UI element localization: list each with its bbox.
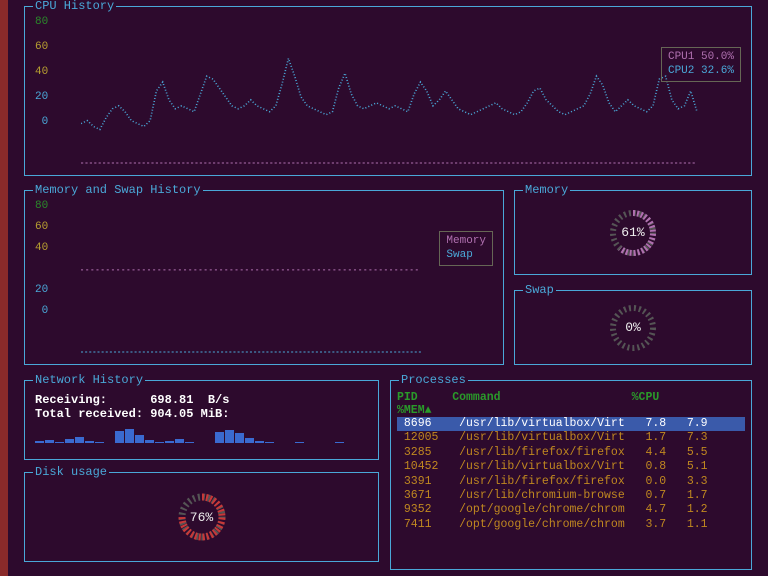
net-total-label: Total received: bbox=[35, 407, 143, 421]
cpu1-label: CPU1 bbox=[668, 51, 694, 63]
mem-y-axis: 806040 20 0 bbox=[35, 201, 48, 317]
memory-legend-label: Memory bbox=[446, 234, 486, 248]
cpu-y-axis: 80604020 0 bbox=[35, 17, 48, 128]
processes-title: Processes bbox=[399, 373, 468, 387]
cpu-history-panel: CPU History 80604020 0 CPU1 50.0% CPU2 3… bbox=[24, 6, 752, 176]
process-sort[interactable]: %MEM▲ bbox=[397, 404, 745, 417]
memswap-legend: Memory Swap bbox=[439, 231, 493, 266]
swap-legend-label: Swap bbox=[446, 248, 486, 262]
cpu2-value: 32.6% bbox=[701, 65, 734, 77]
memory-history-title: Memory and Swap History bbox=[33, 183, 203, 197]
cpu-history-title: CPU History bbox=[33, 0, 116, 13]
process-row[interactable]: 9352 /opt/google/chrome/chrom 4.7 1.2 bbox=[397, 503, 745, 517]
network-history-panel: Network History Receiving: 698.81 B/s To… bbox=[24, 380, 379, 460]
process-row[interactable]: 7411 /opt/google/chrome/chrom 3.7 1.1 bbox=[397, 518, 745, 532]
network-history-title: Network History bbox=[33, 373, 145, 387]
swap-gauge-percent: 0% bbox=[625, 320, 641, 335]
process-row[interactable]: 12005 /usr/lib/virtualbox/Virt 1.7 7.3 bbox=[397, 431, 745, 445]
process-row[interactable]: 10452 /usr/lib/virtualbox/Virt 0.8 5.1 bbox=[397, 460, 745, 474]
process-row[interactable]: 3671 /usr/lib/chromium-browse 0.7 1.7 bbox=[397, 489, 745, 503]
cpu-chart bbox=[81, 17, 741, 165]
process-row[interactable]: 3391 /usr/lib/firefox/firefox 0.0 3.3 bbox=[397, 475, 745, 489]
net-total-value: 904.05 MiB: bbox=[150, 407, 229, 421]
net-recv-label: Receiving: bbox=[35, 393, 107, 407]
cpu-legend: CPU1 50.0% CPU2 32.6% bbox=[661, 47, 741, 82]
memory-gauge-percent: 61% bbox=[621, 225, 644, 240]
mem-chart bbox=[81, 201, 493, 354]
cpu2-label: CPU2 bbox=[668, 65, 694, 77]
disk-gauge-percent: 76% bbox=[190, 510, 213, 525]
net-recv-value: 698.81 B/s bbox=[150, 393, 229, 407]
processes-panel[interactable]: Processes PID Command %CPU%MEM▲ 8696 /us… bbox=[390, 380, 752, 570]
swap-gauge-panel: Swap 0% bbox=[514, 290, 752, 365]
network-sparkline bbox=[35, 427, 368, 447]
disk-usage-panel: Disk usage 76% bbox=[24, 472, 379, 562]
process-header[interactable]: PID Command %CPU bbox=[397, 391, 745, 404]
process-row[interactable]: 3285 /usr/lib/firefox/firefox 4.4 5.5 bbox=[397, 446, 745, 460]
memory-gauge-panel: Memory 61% bbox=[514, 190, 752, 275]
cpu1-value: 50.0% bbox=[701, 51, 734, 63]
process-row[interactable]: 8696 /usr/lib/virtualbox/Virt 7.8 7.9 bbox=[397, 417, 745, 431]
memory-history-panel: Memory and Swap History 806040 20 0 Memo… bbox=[24, 190, 504, 365]
